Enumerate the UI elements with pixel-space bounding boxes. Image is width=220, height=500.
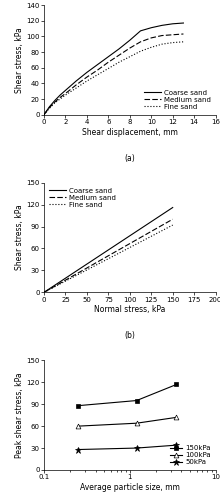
50kPa: [135, 445, 138, 451]
50kPa: [77, 446, 79, 452]
Medium sand: [128, 45, 131, 51]
Coarse sand: [139, 28, 142, 34]
150kPa: [135, 398, 138, 404]
100kPa: [175, 414, 178, 420]
Coarse sand: [182, 20, 185, 26]
Fine sand: [118, 59, 120, 65]
Fine sand: [53, 100, 56, 106]
Medium sand: [107, 59, 110, 65]
Fine sand: [182, 39, 185, 45]
Medium sand: [64, 90, 67, 96]
Fine sand: [75, 85, 77, 91]
Coarse sand: [96, 62, 99, 68]
Fine sand: [139, 48, 142, 54]
Medium sand: [43, 112, 45, 117]
100kPa: [135, 420, 138, 426]
Line: Coarse sand: Coarse sand: [44, 23, 183, 114]
Fine sand: [150, 44, 153, 51]
Coarse sand: [53, 98, 56, 103]
Coarse sand: [64, 88, 67, 94]
Medium sand: [118, 52, 120, 58]
Line: 150kPa: 150kPa: [76, 382, 179, 408]
Line: Fine sand: Fine sand: [44, 42, 183, 115]
100kPa: [77, 423, 79, 429]
Medium sand: [161, 32, 163, 38]
Legend: 150kPa, 100kPa, 50kPa: 150kPa, 100kPa, 50kPa: [169, 444, 212, 466]
Coarse sand: [59, 92, 61, 98]
Medium sand: [171, 216, 174, 222]
Fine sand: [64, 92, 67, 98]
Fine sand: [171, 222, 174, 228]
Fine sand: [107, 66, 110, 71]
Medium sand: [59, 94, 61, 100]
Line: Fine sand: Fine sand: [44, 225, 173, 292]
Medium sand: [96, 67, 99, 73]
Medium sand: [86, 74, 88, 80]
Fine sand: [161, 41, 163, 47]
Text: (b): (b): [124, 332, 135, 340]
Medium sand: [139, 39, 142, 45]
Fine sand: [128, 54, 131, 60]
Coarse sand: [171, 204, 174, 210]
Fine sand: [43, 290, 45, 296]
Fine sand: [96, 72, 99, 78]
Line: Coarse sand: Coarse sand: [44, 208, 173, 292]
Coarse sand: [171, 21, 174, 27]
Coarse sand: [43, 290, 45, 296]
Line: 100kPa: 100kPa: [76, 415, 179, 428]
Coarse sand: [118, 46, 120, 52]
Coarse sand: [48, 104, 51, 110]
Coarse sand: [161, 22, 163, 28]
Coarse sand: [75, 78, 77, 84]
Medium sand: [150, 35, 153, 41]
Coarse sand: [86, 70, 88, 75]
Coarse sand: [128, 38, 131, 44]
Line: Medium sand: Medium sand: [44, 34, 183, 114]
Medium sand: [75, 82, 77, 88]
X-axis label: Shear displacement, mm: Shear displacement, mm: [82, 128, 178, 136]
Line: 50kPa: 50kPa: [75, 442, 180, 453]
Medium sand: [48, 104, 51, 110]
50kPa: [175, 442, 178, 448]
Coarse sand: [43, 112, 45, 117]
Legend: Coarse sand, Medium sand, Fine sand: Coarse sand, Medium sand, Fine sand: [48, 186, 117, 209]
Y-axis label: Peak shear stress, kPa: Peak shear stress, kPa: [15, 372, 24, 458]
Fine sand: [48, 106, 51, 112]
Fine sand: [43, 112, 45, 117]
Y-axis label: Shear stress, kPa: Shear stress, kPa: [15, 204, 24, 270]
Fine sand: [171, 40, 174, 46]
150kPa: [175, 382, 178, 388]
Fine sand: [59, 96, 61, 102]
Medium sand: [171, 32, 174, 38]
Text: (a): (a): [125, 154, 135, 162]
Fine sand: [86, 78, 88, 84]
Medium sand: [43, 290, 45, 296]
Medium sand: [53, 99, 56, 105]
Y-axis label: Shear stress, kPa: Shear stress, kPa: [15, 27, 24, 92]
X-axis label: Normal stress, kPa: Normal stress, kPa: [94, 306, 165, 314]
Coarse sand: [150, 24, 153, 30]
Medium sand: [182, 31, 185, 37]
Coarse sand: [107, 54, 110, 60]
150kPa: [77, 402, 79, 408]
Legend: Coarse sand, Medium sand, Fine sand: Coarse sand, Medium sand, Fine sand: [142, 88, 212, 111]
X-axis label: Average particle size, mm: Average particle size, mm: [80, 483, 180, 492]
Line: Medium sand: Medium sand: [44, 219, 173, 292]
